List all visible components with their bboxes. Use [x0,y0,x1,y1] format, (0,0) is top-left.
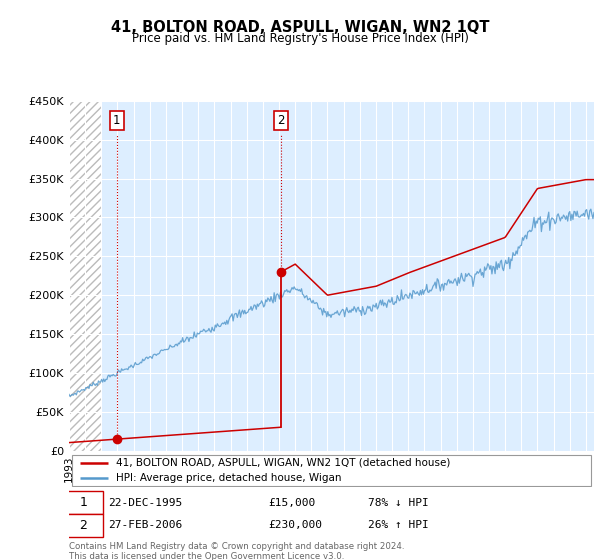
FancyBboxPatch shape [64,492,103,514]
Text: £15,000: £15,000 [269,498,316,508]
Text: 41, BOLTON ROAD, ASPULL, WIGAN, WN2 1QT: 41, BOLTON ROAD, ASPULL, WIGAN, WN2 1QT [111,20,489,35]
Text: 27-FEB-2006: 27-FEB-2006 [109,520,182,530]
Text: 1: 1 [79,496,88,509]
FancyBboxPatch shape [71,455,592,486]
Text: Contains HM Land Registry data © Crown copyright and database right 2024.
This d: Contains HM Land Registry data © Crown c… [69,542,404,560]
Bar [69,101,101,451]
Text: 1: 1 [113,114,121,127]
Text: 41, BOLTON ROAD, ASPULL, WIGAN, WN2 1QT (detached house): 41, BOLTON ROAD, ASPULL, WIGAN, WN2 1QT … [116,458,451,468]
Text: 78% ↓ HPI: 78% ↓ HPI [368,498,429,508]
Text: 2: 2 [277,114,284,127]
Text: HPI: Average price, detached house, Wigan: HPI: Average price, detached house, Wiga… [116,473,342,483]
Text: 22-DEC-1995: 22-DEC-1995 [109,498,182,508]
Text: £230,000: £230,000 [269,520,323,530]
Text: 26% ↑ HPI: 26% ↑ HPI [368,520,429,530]
Text: Price paid vs. HM Land Registry's House Price Index (HPI): Price paid vs. HM Land Registry's House … [131,32,469,45]
FancyBboxPatch shape [64,514,103,536]
Text: 2: 2 [79,519,88,532]
